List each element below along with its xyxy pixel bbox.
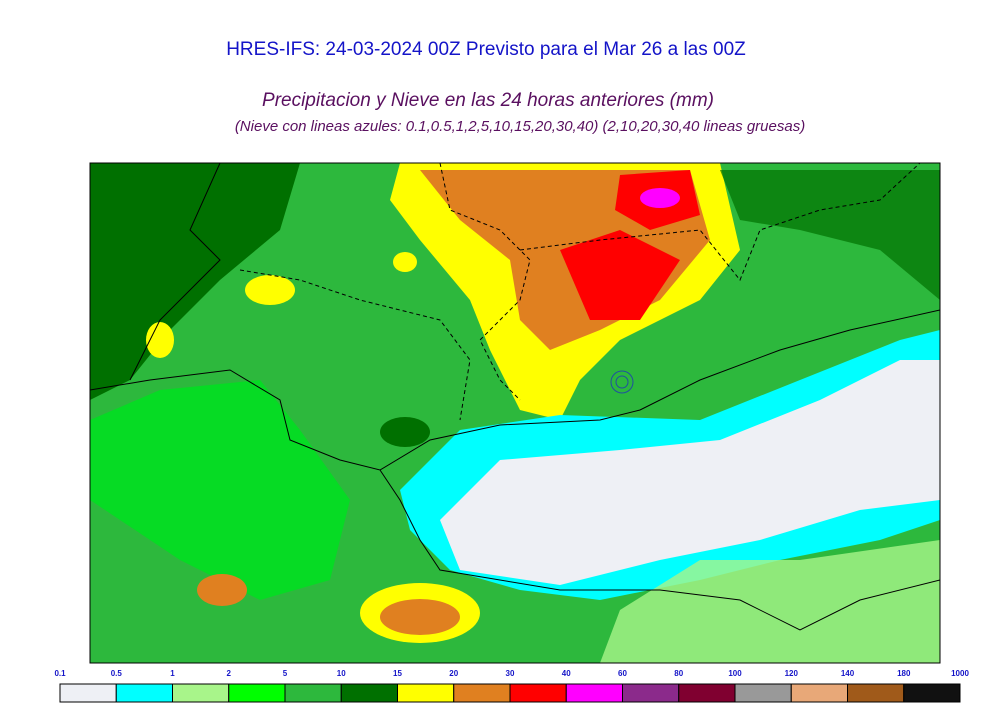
color-box	[59, 683, 117, 703]
colorbar-label: 60	[618, 669, 627, 678]
colorbar-label: 2	[227, 669, 232, 678]
color-box	[340, 683, 398, 703]
color-box	[397, 683, 455, 703]
subtitle: Precipitacion y Nieve en las 24 horas an…	[262, 90, 714, 111]
color-box	[284, 683, 342, 703]
colorbar-label: 0.1	[54, 669, 66, 678]
colorbar-label: 0.5	[111, 669, 123, 678]
note: (Nieve con lineas azules: 0.1,0.5,1,2,5,…	[235, 118, 805, 135]
color-box	[453, 683, 511, 703]
color-box	[115, 683, 173, 703]
colorbar-label: 140	[841, 669, 855, 678]
color-box	[847, 683, 905, 703]
colorbar-label: 5	[283, 669, 288, 678]
colorbar-label: 40	[562, 669, 571, 678]
color-box	[678, 683, 736, 703]
colorbar-label: 15	[393, 669, 402, 678]
colorbar-label: 30	[506, 669, 515, 678]
color-box	[509, 683, 567, 703]
color-box	[903, 683, 961, 703]
colorbar-label: 1	[170, 669, 175, 678]
colorbar-label: 80	[674, 669, 683, 678]
colorbar-label: 1000	[951, 669, 969, 678]
colorbar-label: 100	[728, 669, 742, 678]
color-box	[228, 683, 286, 703]
color-box	[734, 683, 792, 703]
colorbar: 0.1 0.5 1 2 5 10 15 20 30 40 60 80 100 120 140 180 1000	[54, 669, 969, 703]
colorbar-label: 120	[785, 669, 799, 678]
color-box	[622, 683, 680, 703]
colorbar-label: 180	[897, 669, 911, 678]
colorbar-label: 20	[449, 669, 458, 678]
colorbar-label: 10	[337, 669, 346, 678]
title: HRES-IFS: 24-03-2024 00Z Previsto para e…	[226, 39, 746, 60]
map	[89, 162, 941, 664]
color-box	[172, 683, 230, 703]
color-box	[790, 683, 848, 703]
color-box	[565, 683, 623, 703]
